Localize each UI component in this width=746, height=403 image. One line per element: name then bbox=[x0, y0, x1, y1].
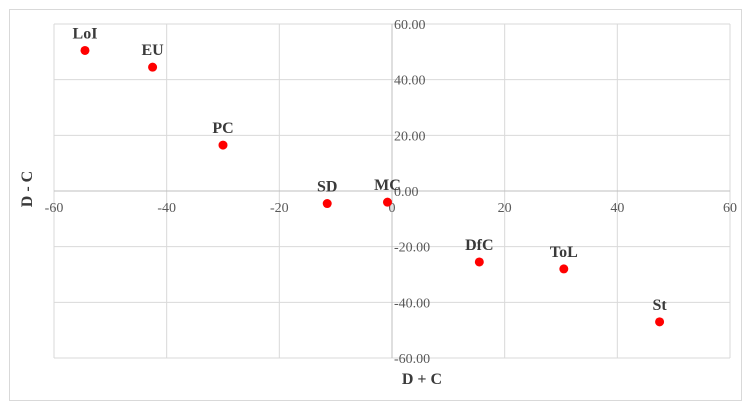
data-label: DfC bbox=[465, 237, 493, 254]
x-tick-label: -20 bbox=[270, 201, 289, 216]
x-axis-title: D + C bbox=[402, 371, 442, 388]
x-tick-label: -40 bbox=[157, 201, 176, 216]
x-tick-label: 20 bbox=[498, 201, 512, 216]
x-tick-label: 0 bbox=[389, 201, 396, 216]
data-point bbox=[474, 257, 484, 267]
point-labels: LoI EU PC SD MC DfC ToL St bbox=[73, 25, 668, 313]
y-axis-title: D - C bbox=[19, 171, 36, 207]
data-label: St bbox=[652, 297, 667, 314]
y-tick-label: -60.00 bbox=[394, 352, 430, 367]
y-tick-label: 60.00 bbox=[394, 18, 426, 33]
data-label: LoI bbox=[73, 25, 98, 42]
data-point bbox=[382, 197, 392, 207]
data-point bbox=[322, 199, 332, 209]
data-label: EU bbox=[141, 42, 164, 59]
x-tick-label: -60 bbox=[45, 201, 64, 216]
y-tick-label: 40.00 bbox=[394, 74, 426, 89]
x-tick-label: 60 bbox=[723, 201, 737, 216]
chart-area bbox=[9, 9, 742, 401]
x-tick-label: 40 bbox=[610, 201, 624, 216]
tick-labels: -60 -40 -20 0 20 40 60 60.00 40.00 20.00 0.00 -20.0… bbox=[45, 18, 737, 367]
data-points bbox=[80, 45, 665, 327]
axes bbox=[54, 24, 730, 358]
data-label: SD bbox=[317, 179, 337, 196]
data-point bbox=[80, 45, 90, 55]
data-point bbox=[559, 264, 569, 274]
y-tick-label: -20.00 bbox=[394, 241, 430, 256]
data-label: PC bbox=[212, 120, 233, 137]
y-tick-label: 20.00 bbox=[394, 129, 426, 144]
data-point bbox=[655, 317, 665, 327]
data-label: ToL bbox=[550, 244, 578, 261]
y-tick-label: -40.00 bbox=[394, 296, 430, 311]
y-tick-label: 0.00 bbox=[394, 185, 419, 200]
data-point bbox=[218, 140, 228, 150]
data-point bbox=[148, 62, 158, 72]
data-label: MC bbox=[374, 177, 401, 194]
